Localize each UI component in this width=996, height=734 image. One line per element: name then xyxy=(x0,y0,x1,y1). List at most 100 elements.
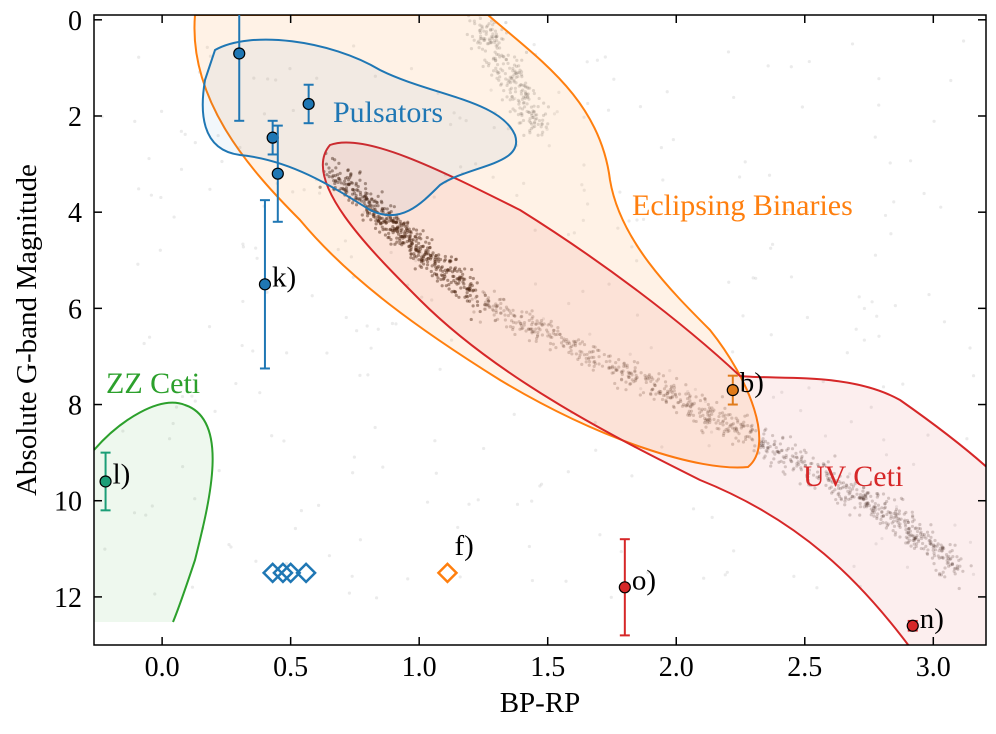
background-star xyxy=(347,198,351,202)
background-star xyxy=(537,118,542,123)
background-star xyxy=(121,429,125,433)
background-star xyxy=(401,236,405,240)
background-star xyxy=(657,389,662,393)
background-star xyxy=(891,529,895,533)
background-star xyxy=(864,501,869,505)
background-star xyxy=(922,533,926,537)
background-star xyxy=(381,228,385,232)
background-star xyxy=(710,412,714,416)
background-star xyxy=(517,64,521,68)
background-star xyxy=(610,364,615,368)
background-star xyxy=(570,344,574,348)
background-star xyxy=(501,69,505,73)
background-star xyxy=(419,260,424,264)
background-star xyxy=(471,288,476,292)
background-star xyxy=(378,230,382,234)
background-star xyxy=(416,249,420,253)
background-star xyxy=(548,333,552,337)
background-star xyxy=(913,537,917,541)
background-star xyxy=(527,110,531,114)
background-star xyxy=(266,77,270,81)
background-star xyxy=(700,407,704,411)
background-star xyxy=(172,215,176,219)
background-star xyxy=(668,387,672,392)
background-star xyxy=(887,496,891,500)
background-star xyxy=(434,265,438,269)
y-tick-label: 12 xyxy=(54,583,82,614)
background-star xyxy=(926,548,930,552)
background-star xyxy=(541,118,545,122)
background-star xyxy=(946,560,951,565)
background-star xyxy=(527,327,531,331)
background-star xyxy=(810,461,814,466)
background-star xyxy=(490,36,494,41)
background-star xyxy=(826,478,830,482)
background-star xyxy=(487,305,492,309)
background-star xyxy=(433,260,437,264)
background-star xyxy=(513,86,517,90)
background-star xyxy=(512,73,516,77)
background-star xyxy=(844,483,848,487)
background-star xyxy=(766,447,770,451)
background-star xyxy=(508,91,513,95)
background-star xyxy=(449,338,454,342)
background-star xyxy=(548,348,552,352)
background-star xyxy=(717,427,721,431)
background-star xyxy=(593,345,597,349)
background-star xyxy=(860,495,864,499)
background-star xyxy=(508,110,512,114)
background-star xyxy=(759,439,763,443)
background-star xyxy=(931,545,935,550)
background-star xyxy=(604,359,608,364)
background-star xyxy=(513,69,517,73)
background-star xyxy=(389,216,393,220)
background-star xyxy=(693,387,698,392)
background-star xyxy=(351,275,355,279)
background-star xyxy=(408,248,412,253)
background-star xyxy=(551,328,556,332)
background-star xyxy=(943,575,947,579)
background-star xyxy=(333,179,338,183)
background-star xyxy=(791,468,795,472)
background-star xyxy=(490,27,494,31)
background-star xyxy=(595,58,600,62)
background-star xyxy=(519,89,523,94)
background-star xyxy=(373,425,377,430)
background-star xyxy=(522,105,527,109)
background-star xyxy=(468,286,472,291)
background-star xyxy=(469,282,473,286)
background-star xyxy=(799,459,803,464)
background-star xyxy=(869,494,873,498)
background-star xyxy=(860,497,864,501)
background-star xyxy=(802,448,807,452)
background-star xyxy=(384,221,388,225)
background-star xyxy=(392,229,397,233)
background-star xyxy=(708,410,712,414)
point-label: k) xyxy=(272,261,296,293)
background-star xyxy=(385,216,389,221)
background-star xyxy=(391,218,395,222)
background-star xyxy=(827,472,831,476)
background-star xyxy=(346,182,350,186)
background-star xyxy=(376,217,380,221)
background-star xyxy=(790,454,794,458)
background-star xyxy=(482,446,486,451)
background-star xyxy=(610,366,614,370)
background-star xyxy=(540,323,544,327)
background-star xyxy=(190,585,195,589)
background-star xyxy=(519,111,523,116)
background-star xyxy=(776,449,780,453)
background-star xyxy=(892,498,897,502)
background-star xyxy=(687,409,691,413)
background-star xyxy=(540,323,544,327)
background-star xyxy=(667,390,671,394)
background-star xyxy=(773,439,777,443)
background-star xyxy=(894,515,898,519)
background-star xyxy=(478,37,483,41)
background-star xyxy=(514,72,518,76)
background-star xyxy=(406,577,410,581)
background-star xyxy=(907,530,911,534)
background-star xyxy=(884,453,889,457)
background-star xyxy=(800,454,804,459)
background-star xyxy=(495,70,499,74)
